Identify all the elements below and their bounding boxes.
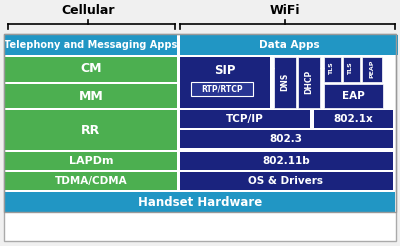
FancyBboxPatch shape	[180, 130, 393, 148]
Text: Handset Hardware: Handset Hardware	[138, 196, 262, 209]
Text: DHCP: DHCP	[304, 70, 314, 94]
Text: Cellular: Cellular	[61, 3, 115, 16]
Text: PEAP: PEAP	[370, 60, 374, 78]
FancyBboxPatch shape	[362, 57, 382, 82]
FancyBboxPatch shape	[343, 57, 360, 82]
Text: 802.1x: 802.1x	[333, 114, 373, 124]
FancyBboxPatch shape	[180, 110, 310, 128]
Text: CM: CM	[80, 62, 102, 76]
FancyBboxPatch shape	[314, 110, 393, 128]
FancyBboxPatch shape	[180, 152, 393, 170]
FancyBboxPatch shape	[180, 172, 393, 190]
Text: OS & Drivers: OS & Drivers	[248, 176, 324, 186]
FancyBboxPatch shape	[324, 57, 341, 82]
FancyBboxPatch shape	[324, 84, 383, 108]
Text: MM: MM	[79, 90, 103, 103]
Text: TLS: TLS	[330, 63, 334, 75]
FancyBboxPatch shape	[191, 82, 253, 96]
FancyBboxPatch shape	[5, 172, 177, 190]
Text: 802.3: 802.3	[270, 134, 302, 144]
Text: WiFi: WiFi	[270, 3, 300, 16]
FancyBboxPatch shape	[4, 34, 396, 241]
Text: Telephony and Messaging Apps: Telephony and Messaging Apps	[4, 40, 178, 50]
Text: DNS: DNS	[280, 73, 290, 91]
FancyBboxPatch shape	[5, 152, 177, 170]
FancyBboxPatch shape	[298, 57, 320, 108]
FancyBboxPatch shape	[5, 110, 177, 150]
FancyBboxPatch shape	[5, 57, 177, 82]
FancyBboxPatch shape	[180, 35, 398, 55]
FancyBboxPatch shape	[5, 35, 177, 55]
Text: RR: RR	[81, 123, 101, 137]
Text: LAPDm: LAPDm	[69, 156, 113, 166]
FancyBboxPatch shape	[5, 192, 395, 212]
Text: EAP: EAP	[342, 91, 364, 101]
FancyBboxPatch shape	[274, 57, 296, 108]
Text: TDMA/CDMA: TDMA/CDMA	[55, 176, 127, 186]
Text: Data Apps: Data Apps	[259, 40, 319, 50]
Text: TLS: TLS	[348, 63, 354, 75]
Text: TCP/IP: TCP/IP	[226, 114, 264, 124]
FancyBboxPatch shape	[180, 57, 270, 108]
FancyBboxPatch shape	[5, 84, 177, 108]
Text: SIP: SIP	[214, 64, 236, 77]
Text: 802.11b: 802.11b	[262, 156, 310, 166]
Text: RTP/RTCP: RTP/RTCP	[201, 84, 243, 93]
